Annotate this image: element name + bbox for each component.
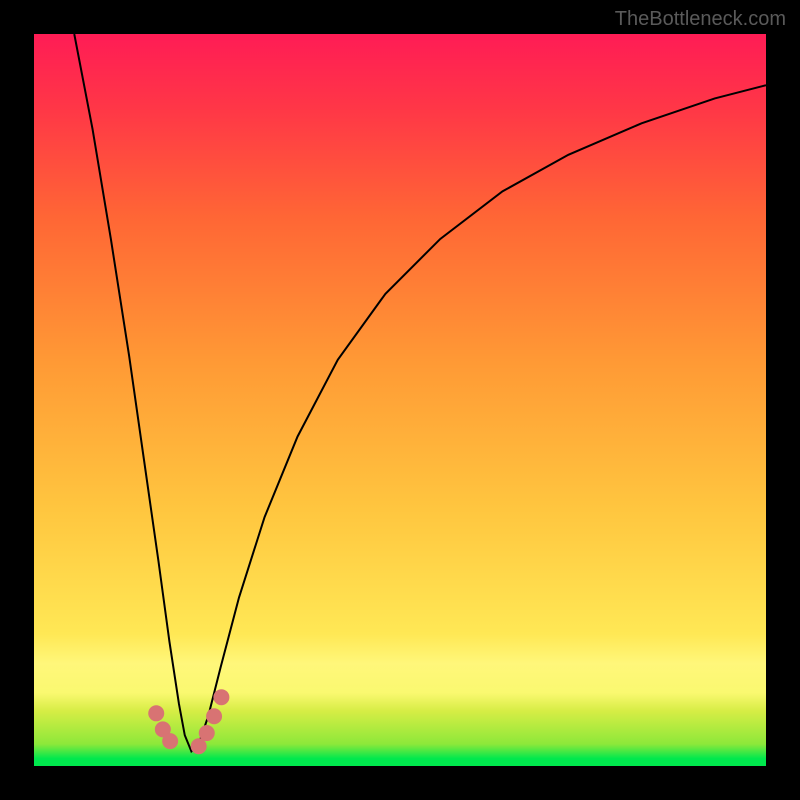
data-marker xyxy=(206,708,222,724)
chart-plot-area xyxy=(34,34,766,766)
chart-svg xyxy=(34,34,766,766)
gradient-background xyxy=(34,34,766,766)
data-marker xyxy=(213,689,229,705)
data-marker xyxy=(148,705,164,721)
data-marker xyxy=(162,733,178,749)
data-marker xyxy=(199,725,215,741)
watermark-text: TheBottleneck.com xyxy=(615,8,786,31)
